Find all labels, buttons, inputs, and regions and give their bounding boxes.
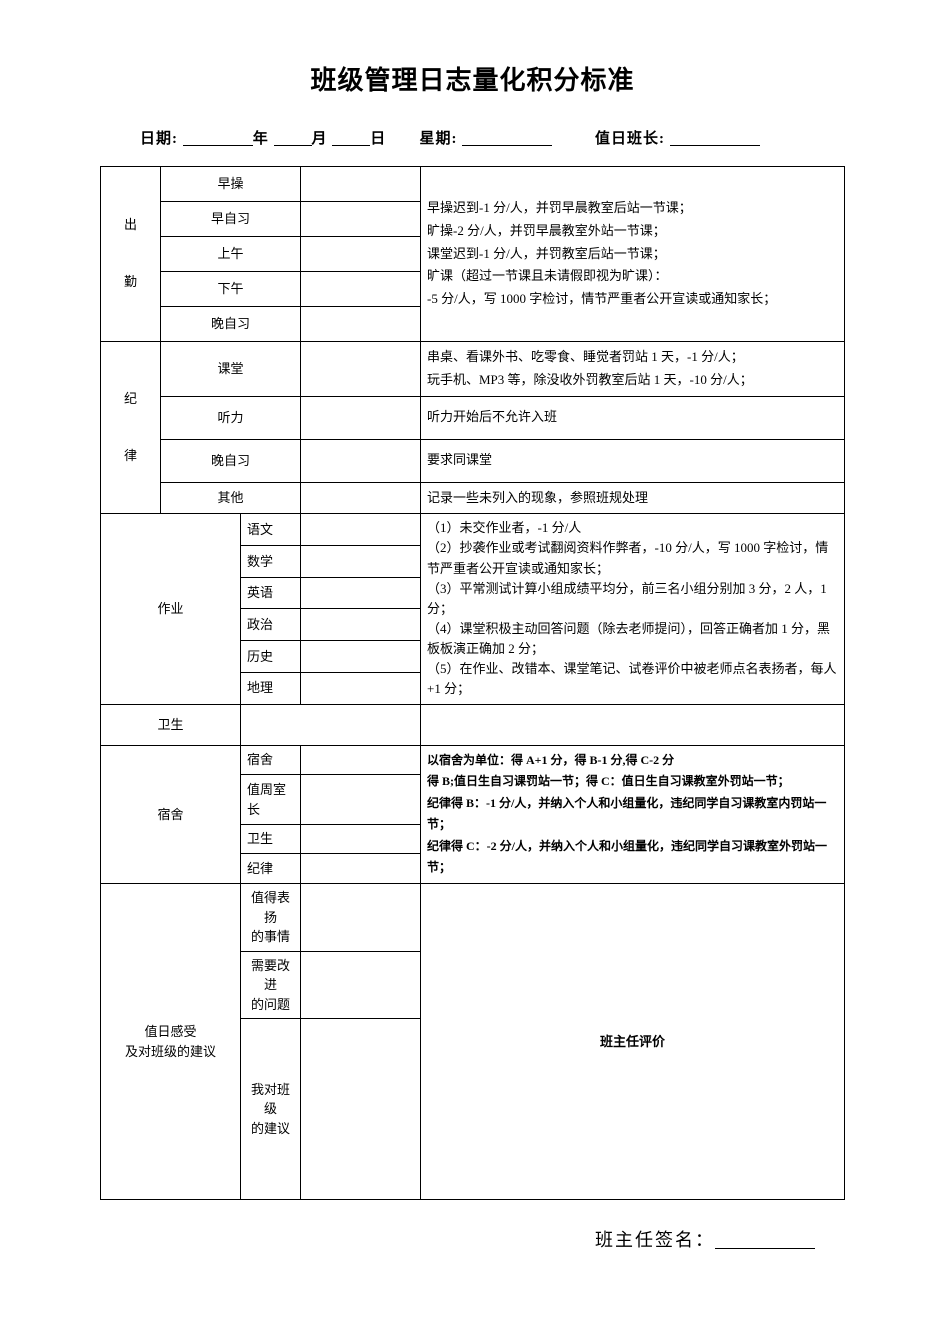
- header-line: 日期: 年 月 日 星期: 值日班长:: [140, 127, 845, 148]
- homework-subj-3: 政治: [241, 609, 301, 641]
- attendance-record-4[interactable]: [301, 307, 421, 342]
- reflection-record-1[interactable]: [301, 951, 421, 1019]
- reflection-record-0[interactable]: [301, 884, 421, 952]
- homework-subj-5: 地理: [241, 672, 301, 704]
- page-title: 班级管理日志量化积分标准: [100, 60, 845, 97]
- dorm-category: 宿舍: [101, 745, 241, 884]
- homework-desc: （1）未交作业者，-1 分/人 （2）抄袭作业或考试翻阅资料作弊者，-10 分/…: [421, 514, 845, 704]
- attendance-category: 出 勤: [101, 167, 161, 342]
- homework-subj-1: 数学: [241, 545, 301, 577]
- homework-record-0[interactable]: [301, 514, 421, 546]
- reflection-row-1: 需要改进 的问题: [241, 951, 301, 1019]
- discipline-desc-3: 记录一些未列入的现象，参照班规处理: [421, 482, 845, 514]
- attendance-row-4: 晚自习: [161, 307, 301, 342]
- dorm-record-0[interactable]: [301, 745, 421, 775]
- homework-subj-4: 历史: [241, 641, 301, 673]
- dorm-row-2: 卫生: [241, 824, 301, 854]
- reflection-row-0: 值得表扬 的事情: [241, 884, 301, 952]
- year-char: 年: [253, 131, 269, 147]
- blank-duty-leader[interactable]: [670, 130, 760, 146]
- homework-subj-2: 英语: [241, 577, 301, 609]
- blank-weekday[interactable]: [462, 130, 552, 146]
- hygiene-category: 卫生: [101, 704, 241, 745]
- reflection-row-2: 我对班级 的建议: [241, 1019, 301, 1200]
- discipline-record-3[interactable]: [301, 482, 421, 514]
- attendance-desc: 早操迟到-1 分/人，并罚早晨教室后站一节课； 旷操-2 分/人，并罚早晨教室外…: [421, 167, 845, 342]
- discipline-row-1: 听力: [161, 396, 301, 439]
- main-table: 出 勤 早操 早操迟到-1 分/人，并罚早晨教室后站一节课； 旷操-2 分/人，…: [100, 166, 845, 1200]
- attendance-row-2: 上午: [161, 237, 301, 272]
- attendance-record-0[interactable]: [301, 167, 421, 202]
- discipline-record-1[interactable]: [301, 396, 421, 439]
- page: 班级管理日志量化积分标准 日期: 年 月 日 星期: 值日班长: 出 勤 早操 …: [0, 0, 945, 1337]
- month-char: 月: [312, 131, 328, 147]
- discipline-desc-2: 要求同课堂: [421, 439, 845, 482]
- discipline-row-2: 晚自习: [161, 439, 301, 482]
- blank-day[interactable]: [332, 130, 370, 146]
- weekday-label: 星期:: [420, 131, 458, 147]
- date-label: 日期:: [140, 131, 178, 147]
- homework-category: 作业: [101, 514, 241, 704]
- reflection-record-2[interactable]: [301, 1019, 421, 1200]
- blank-year[interactable]: [183, 130, 253, 146]
- attendance-record-3[interactable]: [301, 272, 421, 307]
- dorm-record-2[interactable]: [301, 824, 421, 854]
- discipline-desc-0: 串桌、看课外书、吃零食、睡觉者罚站 1 天，-1 分/人； 玩手机、MP3 等，…: [421, 342, 845, 397]
- dorm-row-0: 宿舍: [241, 745, 301, 775]
- reflection-category: 值日感受 及对班级的建议: [101, 884, 241, 1200]
- attendance-row-3: 下午: [161, 272, 301, 307]
- homework-record-2[interactable]: [301, 577, 421, 609]
- hygiene-record[interactable]: [241, 704, 421, 745]
- dorm-record-1[interactable]: [301, 775, 421, 825]
- blank-sign[interactable]: [715, 1230, 815, 1249]
- attendance-record-2[interactable]: [301, 237, 421, 272]
- day-char: 日: [370, 131, 386, 147]
- discipline-row-0: 课堂: [161, 342, 301, 397]
- homework-record-4[interactable]: [301, 641, 421, 673]
- attendance-row-0: 早操: [161, 167, 301, 202]
- discipline-row-3: 其他: [161, 482, 301, 514]
- discipline-category: 纪 律: [101, 342, 161, 514]
- attendance-row-1: 早自习: [161, 202, 301, 237]
- discipline-record-2[interactable]: [301, 439, 421, 482]
- homework-record-1[interactable]: [301, 545, 421, 577]
- homework-subj-0: 语文: [241, 514, 301, 546]
- sign-label: 班主任签名：: [595, 1230, 715, 1250]
- dorm-desc: 以宿舍为单位：得 A+1 分，得 B-1 分,得 C-2 分 得 B;值日生自习…: [421, 745, 845, 884]
- dorm-row-3: 纪律: [241, 854, 301, 884]
- homework-record-5[interactable]: [301, 672, 421, 704]
- hygiene-desc: [421, 704, 845, 745]
- teacher-review[interactable]: 班主任评价: [421, 884, 845, 1200]
- duty-leader-label: 值日班长:: [595, 131, 665, 147]
- attendance-record-1[interactable]: [301, 202, 421, 237]
- footer-sign: 班主任签名：: [100, 1226, 845, 1252]
- homework-record-3[interactable]: [301, 609, 421, 641]
- dorm-row-1: 值周室长: [241, 775, 301, 825]
- discipline-record-0[interactable]: [301, 342, 421, 397]
- discipline-desc-1: 听力开始后不允许入班: [421, 396, 845, 439]
- blank-month[interactable]: [274, 130, 312, 146]
- dorm-record-3[interactable]: [301, 854, 421, 884]
